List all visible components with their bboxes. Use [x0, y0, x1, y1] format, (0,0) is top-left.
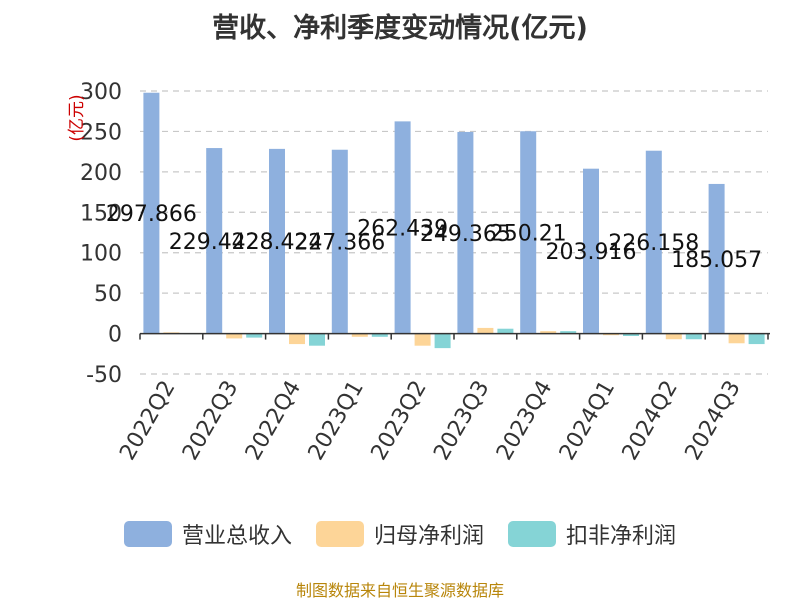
bar — [665, 333, 682, 340]
legend-label: 扣非净利润 — [566, 524, 677, 549]
y-tick-label: 50 — [94, 282, 122, 307]
y-axis-label: (亿元) — [67, 94, 87, 141]
data-label: 250.21 — [490, 221, 567, 246]
legend-item[interactable]: 归母净利润 — [315, 518, 484, 550]
data-labels: 297.866 229.442228.424227.366262.439249.3… — [106, 202, 762, 273]
bar — [560, 331, 577, 334]
bar — [645, 150, 662, 334]
data-label: 297.866 — [106, 202, 197, 227]
bar — [583, 168, 599, 334]
bar — [623, 333, 639, 336]
bar — [728, 333, 745, 344]
axes: -500501001502002503002022Q22022Q32022Q42… — [80, 80, 770, 465]
bar — [540, 331, 557, 334]
x-tick-label: 2023Q2 — [366, 376, 431, 464]
x-tick-label: 2024Q1 — [555, 377, 620, 465]
x-tick-label: 2023Q1 — [304, 377, 369, 465]
legend: 营业总收入 归母净利润 扣非净利润 — [0, 518, 800, 550]
bar — [331, 149, 348, 334]
bar — [206, 148, 223, 334]
y-tick-label: 150 — [80, 201, 122, 226]
bar — [414, 333, 431, 346]
x-tick-label: 2023Q3 — [429, 377, 494, 465]
bar — [434, 333, 451, 349]
bar — [226, 333, 243, 339]
bar — [351, 333, 368, 337]
data-label: 228.424 — [232, 230, 323, 255]
bar — [477, 327, 494, 334]
y-tick-label: -50 — [86, 363, 122, 388]
x-tick-label: 2024Q3 — [680, 377, 745, 465]
bar — [603, 333, 619, 336]
data-label: 227.366 — [294, 231, 385, 256]
data-label: 185.057 — [671, 248, 762, 273]
bar — [371, 333, 388, 337]
data-label: 226.158 — [608, 231, 699, 256]
data-label: 249.365 — [420, 222, 511, 247]
y-tick-label: 250 — [80, 120, 122, 145]
bar — [269, 148, 285, 334]
bar — [289, 333, 305, 345]
legend-swatch — [123, 521, 172, 547]
bar — [143, 92, 160, 334]
bar — [748, 333, 765, 345]
bar — [685, 333, 702, 340]
legend-label: 归母净利润 — [373, 524, 484, 549]
data-label: 262.439 — [357, 216, 448, 241]
legend-swatch — [508, 521, 556, 547]
data-label: 203.916 — [546, 240, 637, 265]
bar — [309, 333, 325, 346]
x-tick-label: 2022Q3 — [178, 377, 243, 465]
y-tick-label: 200 — [80, 161, 122, 186]
x-tick-label: 2022Q2 — [115, 377, 180, 465]
bar — [708, 183, 725, 334]
bar — [246, 333, 263, 338]
x-tick-label: 2024Q2 — [618, 377, 683, 465]
legend-item[interactable]: 扣非净利润 — [508, 518, 676, 550]
legend-swatch — [315, 521, 364, 547]
grid-lines — [140, 90, 768, 375]
x-tick-label: 2023Q4 — [492, 377, 557, 465]
bar — [497, 328, 514, 334]
y-tick-label: 100 — [80, 242, 122, 267]
source-note: 制图数据来自恒生聚源数据库 — [295, 581, 504, 600]
chart-title: 营收、净利季度变动情况(亿元) — [212, 13, 588, 44]
bar — [457, 131, 474, 334]
bar — [394, 121, 411, 334]
legend-label: 营业总收入 — [181, 524, 292, 549]
legend-item[interactable]: 营业总收入 — [123, 518, 292, 550]
bar — [520, 131, 537, 334]
bars — [143, 92, 765, 349]
data-label: 229.442 — [169, 230, 260, 255]
x-tick-label: 2022Q4 — [241, 377, 306, 465]
y-tick-label: 0 — [108, 323, 122, 348]
y-tick-label: 300 — [80, 80, 122, 105]
